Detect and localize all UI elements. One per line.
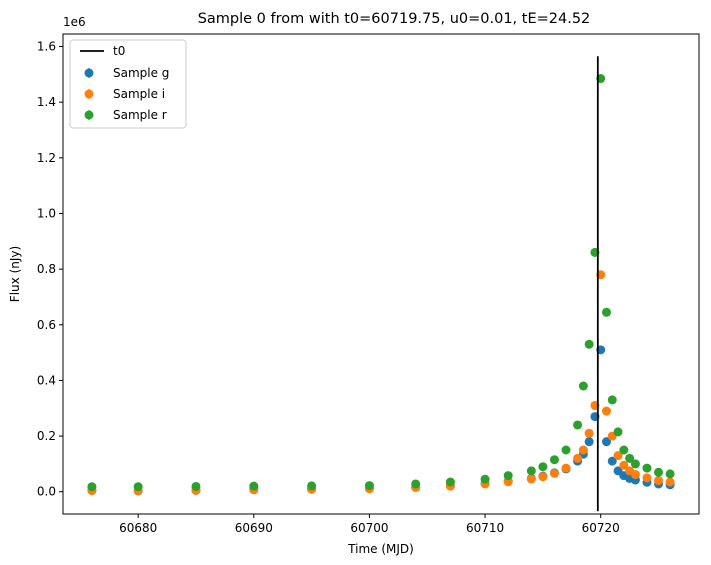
legend: t0 Sample g Sample i Sample r: [69, 39, 187, 129]
data-point-sample-r: [630, 459, 640, 469]
data-point-sample-i: [526, 474, 536, 484]
data-point-sample-r: [364, 481, 374, 491]
data-point-sample-r: [133, 482, 143, 492]
data-point-sample-r: [613, 427, 623, 437]
y-tick-label: 0.6: [37, 318, 56, 332]
data-point-sample-r: [561, 445, 571, 455]
legend-label: Sample r: [113, 108, 167, 122]
y-axis-label: Flux (nJy): [8, 246, 22, 302]
legend-label: Sample i: [113, 87, 165, 101]
data-point-sample-r: [578, 381, 588, 391]
legend-frame: [69, 39, 187, 129]
x-axis-label: Time (MJD): [347, 542, 414, 556]
data-point-sample-i: [619, 460, 629, 470]
plot-area: [87, 56, 675, 512]
data-point-sample-r: [445, 477, 455, 487]
data-point-sample-i: [561, 463, 571, 473]
data-point-sample-i: [613, 451, 623, 461]
y-tick-label: 0.0: [37, 485, 56, 499]
data-point-sample-r: [538, 462, 548, 472]
data-point-sample-g: [607, 456, 617, 466]
data-point-sample-i: [601, 406, 611, 416]
data-point-sample-r: [480, 474, 490, 484]
data-point-sample-i: [654, 476, 664, 486]
data-point-sample-r: [549, 455, 559, 465]
data-point-sample-i: [573, 453, 583, 463]
data-point-sample-r: [607, 395, 617, 405]
data-point-sample-r: [307, 481, 317, 491]
y-tick-label: 1.2: [37, 151, 56, 165]
x-tick-label: 60720: [582, 521, 620, 535]
y-tick-label: 1.6: [37, 40, 56, 54]
data-point-sample-r: [625, 453, 635, 463]
y-tick-label: 0.2: [37, 429, 56, 443]
data-point-sample-r: [526, 466, 536, 476]
data-point-sample-r: [411, 479, 421, 489]
data-point-sample-i: [578, 445, 588, 455]
data-point-sample-r: [584, 339, 594, 349]
data-point-sample-g: [601, 437, 611, 447]
data-point-sample-i: [630, 469, 640, 479]
data-point-sample-r: [665, 469, 675, 479]
data-point-sample-i: [549, 468, 559, 478]
data-point-sample-r: [642, 463, 652, 473]
legend-label: Sample g: [113, 66, 169, 80]
y-axis-offset-label: 1e6: [63, 15, 86, 29]
data-point-sample-r: [601, 307, 611, 317]
y-tick-label: 0.8: [37, 262, 56, 276]
data-point-sample-r: [503, 471, 513, 481]
data-point-sample-r: [573, 420, 583, 430]
chart-title: Sample 0 from with t0=60719.75, u0=0.01,…: [198, 11, 591, 27]
legend-marker: [84, 110, 94, 120]
x-tick-label: 60710: [466, 521, 504, 535]
data-point-sample-g: [584, 437, 594, 447]
x-tick-label: 60680: [119, 521, 157, 535]
legend-label-t0: t0: [113, 44, 125, 58]
y-tick-label: 1.4: [37, 95, 56, 109]
data-point-sample-i: [538, 472, 548, 482]
legend-marker: [84, 89, 94, 99]
data-point-sample-r: [191, 481, 201, 491]
data-point-sample-i: [665, 477, 675, 487]
data-point-sample-r: [249, 481, 259, 491]
plot-frame: [62, 33, 700, 515]
y-tick-label: 1.0: [37, 206, 56, 220]
data-point-sample-r: [87, 482, 97, 492]
data-point-sample-r: [654, 467, 664, 477]
x-tick-label: 60700: [350, 521, 388, 535]
data-point-sample-i: [642, 473, 652, 483]
data-point-sample-i: [584, 428, 594, 438]
x-tick-label: 60690: [235, 521, 273, 535]
data-point-sample-r: [619, 445, 629, 455]
legend-marker: [84, 68, 94, 78]
y-tick-label: 0.4: [37, 373, 56, 387]
